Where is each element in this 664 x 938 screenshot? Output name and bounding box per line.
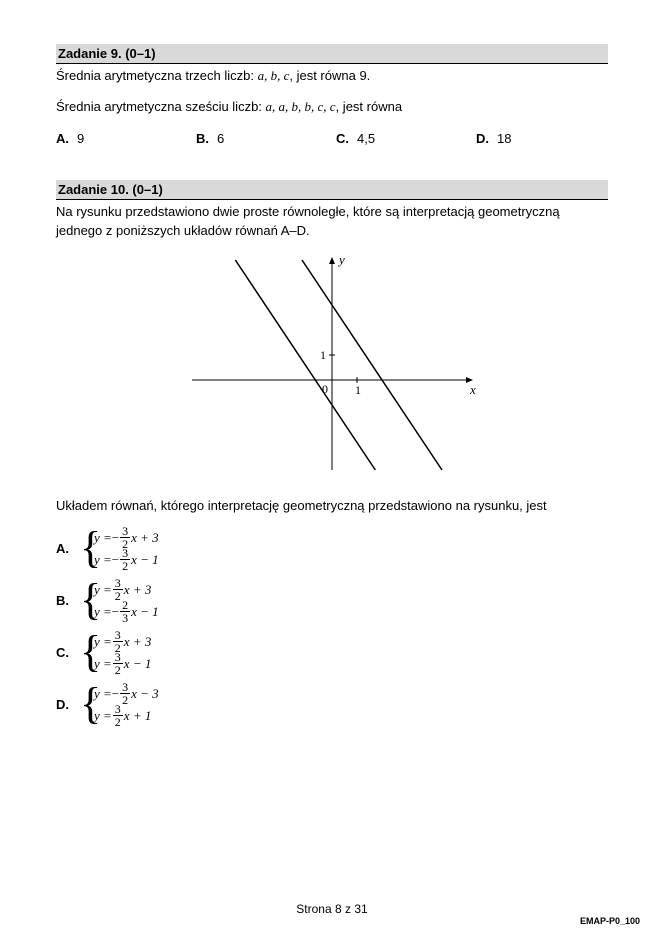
t9-l1-vars: a, b, c (258, 68, 290, 83)
task10-post: Układem równań, którego interpretację ge… (56, 497, 608, 516)
system-D-body: {y = −32x − 3y = 32x + 1 (80, 682, 159, 726)
ans-D-val: 18 (497, 131, 511, 146)
ans-A: A. 9 (56, 131, 196, 146)
system-A-eq1: y = −32x + 3 (94, 526, 159, 548)
ans-A-val: 9 (77, 131, 84, 146)
brace-icon: { (80, 682, 101, 726)
system-A-body: {y = −32x + 3y = −32x − 1 (80, 526, 159, 570)
system-B-eq2: y = −23x − 1 (94, 600, 159, 622)
system-D-label: D. (56, 697, 80, 712)
brace-icon: { (80, 578, 101, 622)
system-C-body: {y = 32x + 3y = 32x − 1 (80, 630, 151, 674)
system-D-eq1: y = −32x − 3 (94, 682, 159, 704)
doc-code: EMAP-P0_100 (580, 916, 640, 926)
brace-icon: { (80, 526, 101, 570)
svg-text:y: y (337, 252, 345, 267)
ans-C: C. 4,5 (336, 131, 476, 146)
system-D: D.{y = −32x − 3y = 32x + 1 (56, 682, 608, 726)
ans-D-label: D. (476, 131, 489, 146)
svg-text:x: x (469, 382, 476, 397)
task9-line1: Średnia arytmetyczna trzech liczb: a, b,… (56, 67, 608, 86)
system-B: B.{y = 32x + 3y = −23x − 1 (56, 578, 608, 622)
page-footer: Strona 8 z 31 (0, 902, 664, 916)
brace-icon: { (80, 630, 101, 674)
t9-l1-post: , jest równa 9. (289, 68, 370, 83)
t9-l2-post: , jest równa (336, 99, 402, 114)
systems-list: A.{y = −32x + 3y = −32x − 1B.{y = 32x + … (56, 526, 608, 726)
system-C-eq2: y = 32x − 1 (94, 652, 151, 674)
ans-A-label: A. (56, 131, 69, 146)
t9-l2-pre: Średnia arytmetyczna sześciu liczb: (56, 99, 266, 114)
graph-container: 110xy (56, 250, 608, 483)
task9-line2: Średnia arytmetyczna sześciu liczb: a, a… (56, 98, 608, 117)
t9-l1-pre: Średnia arytmetyczna trzech liczb: (56, 68, 258, 83)
system-C-label: C. (56, 645, 80, 660)
ans-B: B. 6 (196, 131, 336, 146)
svg-text:1: 1 (320, 348, 326, 362)
system-D-eq2: y = 32x + 1 (94, 704, 159, 726)
task9-answers: A. 9 B. 6 C. 4,5 D. 18 (56, 131, 608, 146)
task10-intro: Na rysunku przedstawiono dwie proste rów… (56, 203, 608, 241)
task10-header: Zadanie 10. (0–1) (56, 180, 608, 200)
ans-C-val: 4,5 (357, 131, 375, 146)
system-A-label: A. (56, 541, 80, 556)
graph-svg: 110xy (182, 250, 482, 480)
system-B-eq1: y = 32x + 3 (94, 578, 159, 600)
ans-B-val: 6 (217, 131, 224, 146)
ans-B-label: B. (196, 131, 209, 146)
t9-l2-vars: a, a, b, b, c, c (266, 99, 336, 114)
system-B-label: B. (56, 593, 80, 608)
system-A: A.{y = −32x + 3y = −32x − 1 (56, 526, 608, 570)
svg-text:1: 1 (355, 383, 361, 397)
ans-C-label: C. (336, 131, 349, 146)
system-C-eq1: y = 32x + 3 (94, 630, 151, 652)
system-A-eq2: y = −32x − 1 (94, 548, 159, 570)
ans-D: D. 18 (476, 131, 511, 146)
system-C: C.{y = 32x + 3y = 32x − 1 (56, 630, 608, 674)
task9-header: Zadanie 9. (0–1) (56, 44, 608, 64)
system-B-body: {y = 32x + 3y = −23x − 1 (80, 578, 159, 622)
